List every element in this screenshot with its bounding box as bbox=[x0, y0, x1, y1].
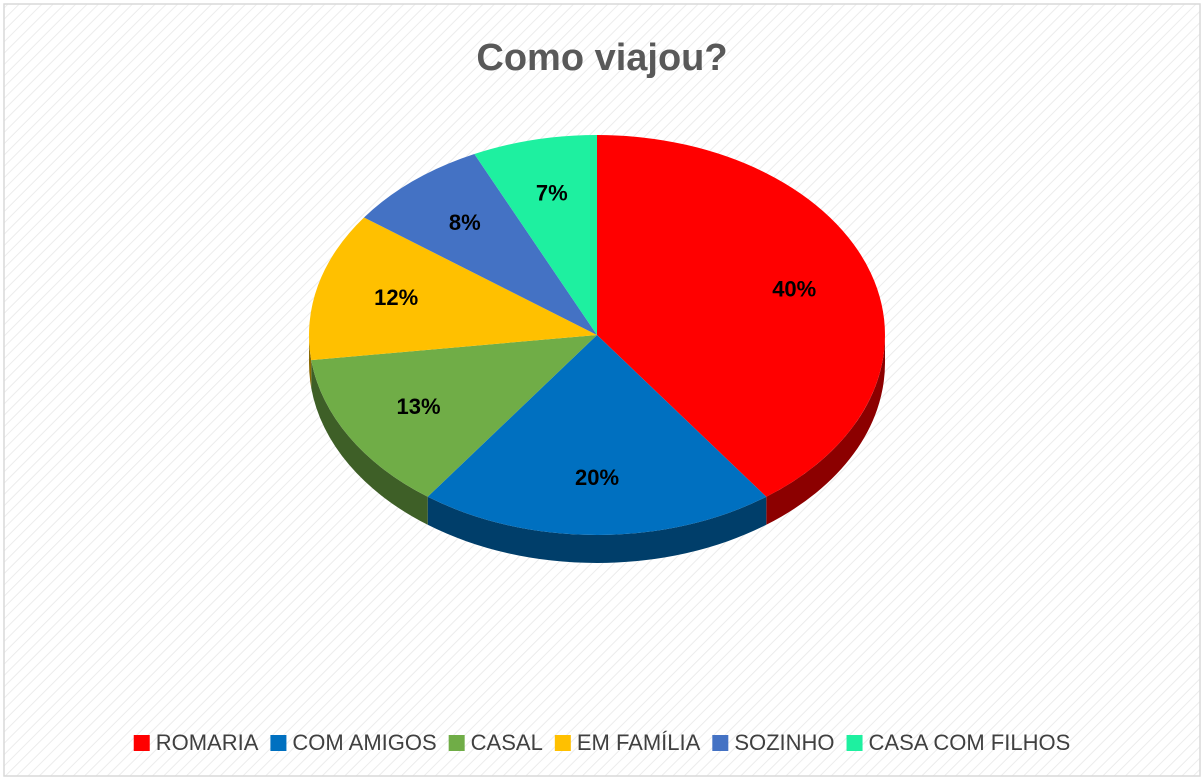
slice-side bbox=[311, 360, 428, 525]
legend-label: COM AMIGOS bbox=[292, 730, 436, 755]
legend-swatch bbox=[270, 735, 287, 751]
data-label: 20% bbox=[575, 465, 619, 490]
slice bbox=[311, 335, 597, 497]
slice bbox=[427, 335, 767, 535]
legend-swatch bbox=[712, 735, 729, 751]
data-label: 8% bbox=[449, 210, 481, 235]
data-label: 7% bbox=[536, 180, 568, 205]
chart-title: Como viajou? bbox=[476, 37, 727, 79]
slice-side bbox=[309, 335, 312, 389]
legend-label: SOZINHO bbox=[734, 730, 834, 755]
legend-swatch bbox=[846, 735, 863, 751]
slice-side bbox=[427, 496, 767, 563]
slice-side bbox=[766, 335, 885, 525]
legend-swatch bbox=[133, 735, 150, 751]
legend-label: CASA COM FILHOS bbox=[869, 730, 1071, 755]
data-label: 13% bbox=[396, 394, 440, 419]
legend-label: CASAL bbox=[471, 730, 543, 755]
slice bbox=[364, 154, 597, 335]
legend-swatch bbox=[448, 735, 465, 751]
slice bbox=[309, 217, 597, 361]
data-label: 12% bbox=[374, 285, 418, 310]
slice bbox=[597, 135, 885, 497]
legend-swatch bbox=[554, 735, 571, 751]
legend-label: ROMARIA bbox=[156, 730, 259, 755]
legend-label: EM FAMÍLIA bbox=[577, 730, 701, 755]
slice bbox=[474, 135, 597, 335]
data-label: 40% bbox=[772, 276, 816, 301]
